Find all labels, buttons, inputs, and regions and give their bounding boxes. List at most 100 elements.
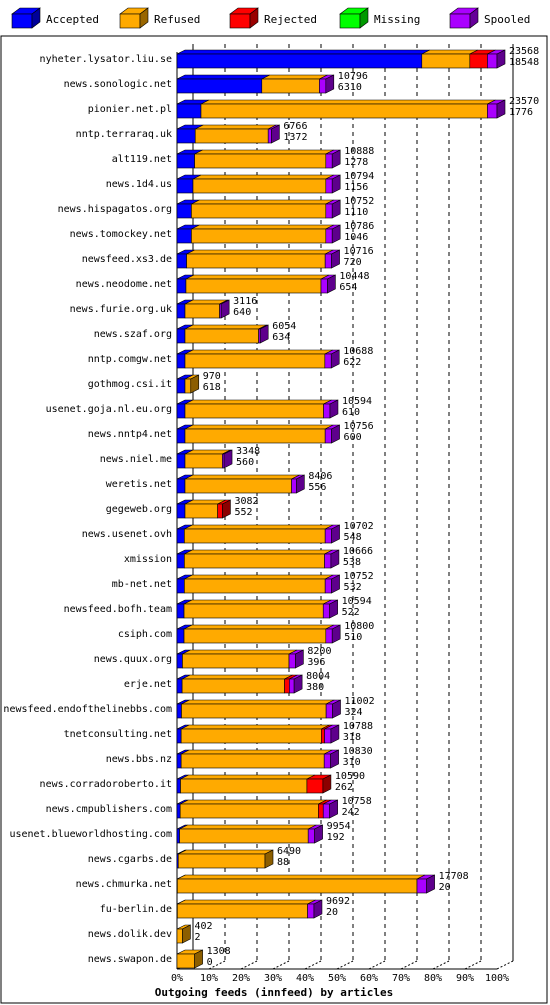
bar-segment-refused bbox=[181, 678, 285, 694]
bar-segment-refused bbox=[179, 828, 309, 844]
row-second-value: 510 bbox=[344, 632, 362, 643]
bar-side bbox=[264, 849, 274, 869]
row-label: news.usenet.ovh bbox=[82, 529, 172, 540]
row-total: 8200 bbox=[307, 646, 331, 657]
bar-row-news.quux.org bbox=[176, 649, 304, 669]
bar-segment-accepted bbox=[176, 403, 186, 419]
bar-top-refused bbox=[184, 549, 333, 555]
row-label: news.bbs.nz bbox=[106, 754, 172, 765]
bar-side bbox=[331, 624, 341, 644]
row-label: news.furie.org.uk bbox=[70, 304, 172, 315]
bar-top-refused bbox=[183, 624, 334, 630]
row-label: news.1d4.us bbox=[106, 179, 172, 190]
bar-top-refused bbox=[178, 849, 274, 855]
bar-top-refused bbox=[421, 49, 478, 55]
row-second-value: 318 bbox=[343, 732, 361, 743]
bar-segment-refused bbox=[184, 378, 192, 394]
row-second-value: 538 bbox=[343, 557, 361, 568]
bar-segment-accepted bbox=[176, 603, 185, 619]
bar-segment-refused bbox=[184, 478, 292, 494]
row-total: 10666 bbox=[343, 546, 373, 557]
bar-segment-accepted bbox=[176, 78, 263, 94]
bar-side bbox=[329, 599, 338, 619]
bar-segment-spooled bbox=[307, 828, 315, 844]
row-label: news.cgarbs.de bbox=[88, 854, 172, 865]
bar-row-fu-berlin.de bbox=[176, 899, 323, 919]
bar-segment-refused bbox=[191, 228, 327, 244]
bar-side bbox=[332, 699, 341, 719]
bar-side bbox=[331, 149, 341, 169]
bar-segment-refused bbox=[261, 78, 320, 94]
bar-segment-accepted bbox=[176, 103, 202, 119]
bar-segment-spooled bbox=[267, 128, 272, 144]
row-label: mb-net.net bbox=[112, 579, 172, 590]
bar-row-news.chmurka.net bbox=[176, 874, 435, 894]
row-second-value: 622 bbox=[343, 357, 361, 368]
legend-swatch-front-rejected bbox=[229, 13, 251, 29]
bar-segment-rejected bbox=[284, 678, 290, 694]
bar-segment-accepted bbox=[176, 278, 187, 294]
row-second-value: 610 bbox=[342, 407, 360, 418]
legend-swatch-side-refused bbox=[139, 7, 149, 29]
bar-top-refused bbox=[181, 749, 333, 755]
row-total: 10752 bbox=[344, 571, 374, 582]
gridfloor-60 bbox=[368, 960, 386, 970]
bar-segment-accepted bbox=[176, 178, 194, 194]
row-second-value: 1156 bbox=[344, 182, 368, 193]
row-label: news.niel.me bbox=[100, 454, 172, 465]
bar-top-refused bbox=[181, 674, 293, 680]
bar-segment-accepted bbox=[176, 703, 182, 719]
bar-side bbox=[296, 474, 305, 494]
bar-segment-spooled bbox=[324, 428, 332, 444]
bar-row-mb-net.net bbox=[176, 574, 340, 594]
bar-side bbox=[331, 249, 340, 269]
bar-segment-spooled bbox=[487, 103, 498, 119]
bar-top-refused bbox=[191, 224, 334, 230]
bar-top-refused bbox=[194, 149, 334, 155]
row-total: 402 bbox=[194, 921, 212, 932]
bar-segment-rejected bbox=[318, 803, 324, 819]
bar-segment-spooled bbox=[324, 528, 332, 544]
bar-side bbox=[330, 749, 339, 769]
bar-segment-rejected bbox=[217, 503, 223, 519]
row-total: 8406 bbox=[308, 471, 332, 482]
bar-segment-refused bbox=[184, 553, 325, 569]
bar-row-news.sonologic.net bbox=[176, 74, 335, 94]
legend-swatch-side-accepted bbox=[31, 7, 41, 29]
bar-segment-refused bbox=[176, 953, 195, 969]
bar-segment-refused bbox=[184, 428, 326, 444]
bar-row-news.tomockey.net bbox=[176, 224, 341, 244]
row-second-value: 20 bbox=[326, 907, 338, 918]
row-total: 10688 bbox=[343, 346, 373, 357]
bar-row-nyheter.lysator.liu.se bbox=[176, 49, 506, 69]
row-total: 6054 bbox=[272, 321, 296, 332]
bar-row-xmission bbox=[176, 549, 340, 569]
bar-side bbox=[313, 899, 323, 919]
bar-segment-accepted bbox=[176, 253, 187, 269]
bar-row-news.cgarbs.de bbox=[176, 849, 274, 869]
bar-segment-spooled bbox=[324, 728, 332, 744]
bar-segment-refused bbox=[186, 253, 326, 269]
row-second-value: 0 bbox=[207, 957, 213, 968]
row-total: 11002 bbox=[345, 696, 375, 707]
bar-segment-accepted bbox=[176, 803, 181, 819]
row-total: 9692 bbox=[326, 896, 350, 907]
bar-segment-spooled bbox=[325, 228, 333, 244]
row-total: 23568 bbox=[509, 46, 539, 57]
bar-side bbox=[327, 274, 336, 294]
bar-segment-spooled bbox=[416, 878, 427, 894]
bar-row-news.dolik.dev bbox=[176, 924, 191, 944]
row-total: 10830 bbox=[343, 746, 373, 757]
bar-segment-refused bbox=[177, 903, 308, 919]
legend-swatch-front-spooled bbox=[449, 13, 471, 29]
bar-segment-spooled bbox=[289, 678, 295, 694]
bar-segment-accepted bbox=[176, 303, 186, 319]
bar-segment-refused bbox=[183, 628, 327, 644]
bar-segment-accepted bbox=[176, 678, 183, 694]
gridfloor-10 bbox=[208, 960, 226, 970]
bar-row-news.1d4.us bbox=[176, 174, 341, 194]
bar-top-refused bbox=[185, 274, 330, 280]
bar-side bbox=[330, 549, 340, 569]
bar-side bbox=[496, 49, 506, 69]
